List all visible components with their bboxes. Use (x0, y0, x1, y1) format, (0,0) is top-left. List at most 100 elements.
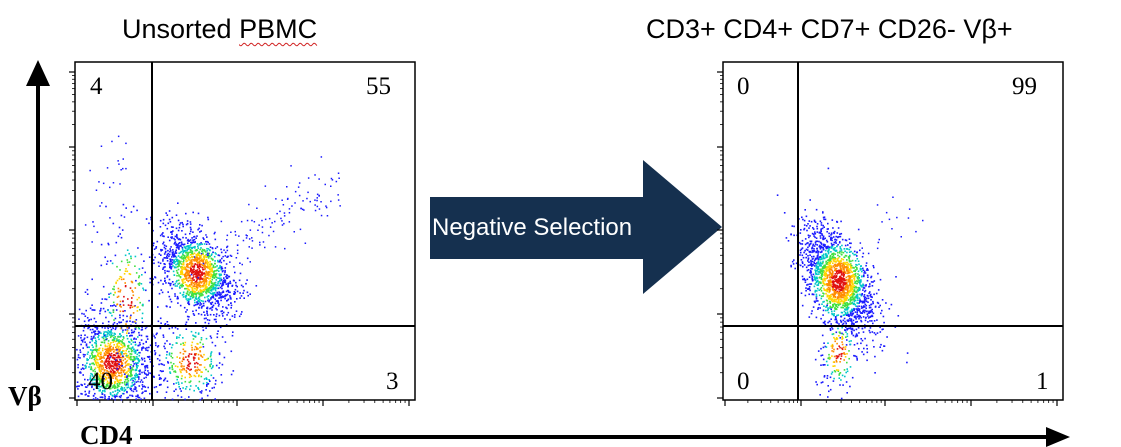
event-dot (223, 295, 226, 297)
event-dot (172, 254, 174, 257)
event-dot (212, 287, 214, 289)
event-dot (100, 356, 102, 358)
event-dot (107, 242, 109, 245)
event-dot (215, 318, 217, 321)
event-dot (113, 385, 116, 387)
event-dot (839, 284, 842, 287)
event-dot (126, 332, 128, 334)
event-dot (184, 350, 187, 353)
event-dot (215, 293, 217, 296)
event-dot (828, 232, 830, 235)
event-dot (132, 294, 135, 297)
event-dot (812, 245, 814, 247)
event-dot (812, 264, 814, 266)
event-dot (825, 247, 828, 250)
event-dot (840, 253, 843, 256)
event-dot (291, 205, 293, 207)
event-dot (169, 372, 172, 374)
event-dot (99, 380, 102, 383)
event-dot (195, 322, 197, 324)
event-dot (85, 393, 87, 396)
event-dot (776, 194, 779, 196)
event-dot (205, 286, 207, 288)
event-dot (128, 261, 131, 263)
event-dot (212, 284, 214, 286)
event-dot (843, 279, 846, 282)
event-dot (200, 282, 203, 284)
event-dot (78, 308, 81, 311)
event-dot (104, 386, 106, 388)
event-dot (124, 254, 127, 257)
event-dot (184, 275, 187, 278)
event-dot (141, 357, 143, 359)
event-dot (199, 243, 202, 246)
event-dot (170, 246, 172, 248)
event-dot (187, 274, 190, 276)
event-dot (216, 336, 219, 339)
event-dot (183, 257, 185, 259)
event-dot (94, 384, 96, 387)
event-dot (811, 258, 814, 260)
event-dot (179, 368, 181, 371)
event-dot (316, 193, 319, 196)
event-dot (185, 237, 187, 239)
event-dot (870, 309, 872, 312)
event-dot (182, 273, 184, 276)
event-dot (129, 287, 132, 289)
event-dot (825, 252, 827, 255)
event-dot (203, 263, 206, 266)
event-dot (849, 310, 852, 313)
event-dot (844, 250, 846, 253)
event-dot (141, 388, 143, 390)
event-dot (834, 280, 836, 283)
event-dot (120, 360, 122, 363)
event-dot (823, 270, 826, 273)
event-dot (217, 282, 219, 285)
event-dot (134, 369, 137, 372)
event-dot (848, 274, 850, 277)
event-dot (102, 371, 104, 374)
event-dot (850, 289, 852, 292)
event-dot (174, 261, 176, 263)
event-dot (207, 287, 210, 290)
event-dot (128, 358, 131, 360)
event-dot (114, 328, 117, 331)
event-dot (85, 343, 88, 345)
event-dot (106, 380, 109, 383)
event-dot (804, 279, 807, 281)
event-dot (824, 266, 827, 268)
event-dot (87, 359, 89, 361)
event-dot (840, 292, 842, 294)
event-dot (874, 355, 876, 358)
event-dot (110, 352, 113, 355)
event-dot (855, 295, 858, 297)
event-dot (212, 275, 214, 277)
event-dot (219, 286, 222, 289)
event-dot (117, 367, 120, 370)
event-dot (819, 220, 822, 222)
event-dot (189, 285, 192, 288)
event-dot (182, 262, 185, 264)
event-dot (210, 254, 213, 257)
event-dot (843, 256, 846, 259)
event-dot (168, 253, 171, 256)
event-dot (120, 351, 122, 353)
event-dot (206, 378, 208, 380)
event-dot (114, 396, 116, 399)
event-dot (181, 230, 183, 232)
event-dot (858, 263, 860, 266)
event-dot (117, 295, 120, 298)
event-dot (84, 334, 86, 336)
event-dot (859, 293, 861, 296)
event-dot (192, 279, 194, 281)
event-dot (107, 342, 110, 345)
event-dot (194, 331, 197, 334)
event-dot (135, 372, 137, 375)
event-dot (115, 241, 118, 244)
event-dot (202, 382, 205, 385)
event-dot (799, 254, 801, 256)
event-dot (121, 340, 123, 343)
event-dot (139, 369, 141, 371)
event-dot (104, 376, 107, 378)
event-dot (76, 385, 79, 388)
